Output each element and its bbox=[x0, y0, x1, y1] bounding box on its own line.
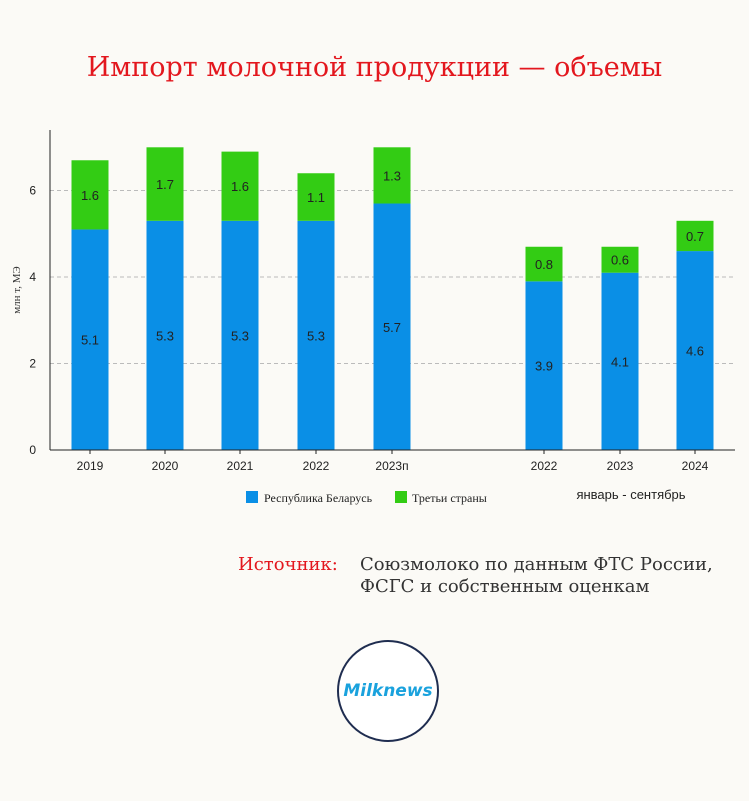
data-label: 1.6 bbox=[231, 179, 249, 194]
source-label: Источник: bbox=[238, 554, 338, 575]
bar-third-countries bbox=[373, 147, 411, 204]
x-tick-label: 2023п bbox=[375, 459, 408, 473]
source-line-2: ФСГС и собственным оценкам bbox=[360, 576, 650, 597]
x-tick-label: 2024 bbox=[682, 459, 709, 473]
data-label: 3.9 bbox=[535, 359, 553, 374]
data-label: 0.8 bbox=[535, 257, 553, 272]
x-tick-label: 2023 bbox=[607, 459, 634, 473]
data-label: 0.6 bbox=[611, 253, 629, 268]
period-note: январь - сентябрь bbox=[576, 487, 685, 502]
legend-swatch-third bbox=[395, 491, 407, 503]
y-tick-label: 4 bbox=[29, 270, 36, 284]
source-text: Союзмолоко по данным ФТС России, ФСГС и … bbox=[360, 554, 745, 598]
axes-layer: 0 2 4 6 2019 2020 2021 2022 2023п 2022 2023 2024 bbox=[29, 130, 735, 473]
logo-text: Milknews bbox=[343, 681, 433, 701]
bar-third-countries bbox=[146, 147, 184, 221]
legend-label-third: Третьи страны bbox=[412, 491, 487, 505]
y-tick-label: 6 bbox=[29, 184, 36, 198]
chart: 5.11.65.31.75.31.65.31.15.71.33.90.84.10… bbox=[11, 130, 735, 505]
x-tick-label: 2021 bbox=[227, 459, 254, 473]
bar-belarus bbox=[71, 229, 109, 450]
y-tick-label: 2 bbox=[29, 357, 36, 371]
x-tick-label: 2022 bbox=[303, 459, 330, 473]
legend-label-belarus: Республика Беларусь bbox=[264, 491, 373, 505]
milknews-logo: Milknews bbox=[337, 640, 439, 742]
data-label: 5.7 bbox=[383, 320, 401, 335]
bar-belarus bbox=[676, 251, 714, 450]
data-label: 1.6 bbox=[81, 188, 99, 203]
bar-belarus bbox=[525, 281, 563, 450]
bar-belarus bbox=[601, 272, 639, 450]
data-label: 1.7 bbox=[156, 177, 174, 192]
bar-third-countries bbox=[525, 246, 563, 282]
data-label: 5.3 bbox=[156, 328, 174, 343]
data-label: 5.3 bbox=[231, 328, 249, 343]
bar-belarus bbox=[146, 220, 184, 450]
y-axis-label: млн т, МЭ bbox=[11, 266, 23, 314]
x-tick-label: 2019 bbox=[77, 459, 104, 473]
bars-layer: 5.1 1.6 5.3 1.7 5.3 1.6 5.3 1.1 5.7 1.3 3.9 0.8 4.1 0… bbox=[71, 147, 714, 450]
source-line-1: Союзмолоко по данным ФТС России, bbox=[360, 554, 713, 575]
bar-third-countries bbox=[221, 151, 259, 221]
data-label: 4.6 bbox=[686, 344, 704, 359]
data-label: 5.1 bbox=[81, 333, 99, 348]
data-label: 0.7 bbox=[686, 229, 704, 244]
data-label: 1.3 bbox=[383, 168, 401, 183]
bar-third-countries bbox=[297, 173, 335, 221]
data-label: 1.1 bbox=[307, 190, 325, 205]
legend-swatch-belarus bbox=[246, 491, 258, 503]
bar-belarus bbox=[297, 220, 335, 450]
bar-belarus bbox=[221, 220, 259, 450]
page-title: Импорт молочной продукции — объемы bbox=[86, 52, 663, 83]
data-label: 5.3 bbox=[307, 328, 325, 343]
x-tick-label: 2020 bbox=[152, 459, 179, 473]
y-tick-label: 0 bbox=[29, 443, 36, 457]
bar-third-countries bbox=[601, 246, 639, 273]
data-label: 4.1 bbox=[611, 354, 629, 369]
bar-third-countries bbox=[71, 160, 109, 230]
legend: Республика Беларусь Третьи страны bbox=[246, 491, 487, 505]
bar-belarus bbox=[373, 203, 411, 450]
bar-third-countries bbox=[676, 220, 714, 252]
x-tick-label: 2022 bbox=[531, 459, 558, 473]
